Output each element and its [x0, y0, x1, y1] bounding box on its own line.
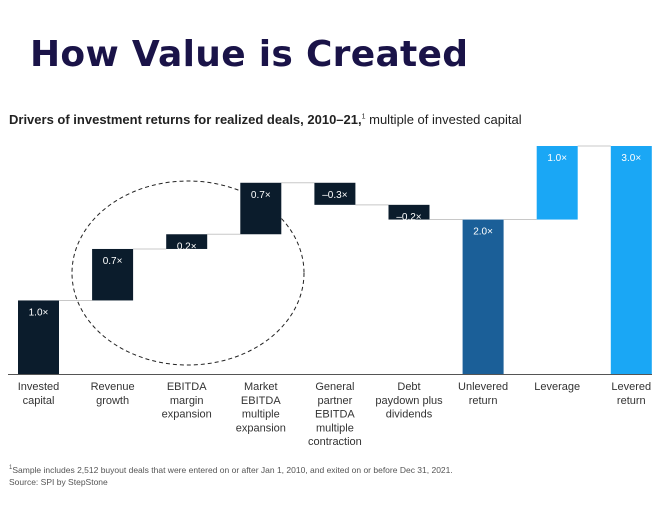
bar-value-label: 1.0×	[29, 307, 49, 318]
category-label: Unlevered return	[458, 381, 508, 407]
bar-value-label: –0.3×	[322, 190, 347, 201]
bar-2	[166, 234, 208, 249]
bar-8	[610, 146, 652, 374]
bar-value-label: –0.2×	[396, 212, 421, 223]
category-label: Revenue growth	[91, 381, 135, 407]
bar-value-label: 2.0×	[473, 227, 493, 238]
category-label: Invested capital	[18, 381, 60, 407]
bar-value-label: 3.0×	[621, 153, 641, 164]
chart-title-bold: Drivers of investment returns for realiz…	[9, 112, 362, 127]
bar-4	[314, 182, 356, 205]
chart-title-footnote-marker: 1	[361, 113, 366, 121]
footnote-line-1: 1Sample includes 2,512 buyout deals that…	[9, 462, 453, 476]
footnote: 1Sample includes 2,512 buyout deals that…	[9, 462, 453, 488]
category-label: Levered return	[611, 381, 651, 407]
bar-7	[536, 146, 578, 220]
category-label: Debt paydown plus dividends	[375, 381, 443, 421]
bar-value-label: 1.0×	[547, 153, 567, 164]
bar-1	[92, 248, 134, 301]
footnote-text: Sample includes 2,512 buyout deals that …	[12, 464, 453, 475]
highlight-circle	[71, 180, 305, 366]
category-label: EBITDA margin expansion	[162, 381, 212, 421]
category-label: Leverage	[534, 381, 580, 393]
category-label: General partner EBITDA multiple contraction	[308, 381, 362, 448]
category-label: Market EBITDA multiple expansion	[236, 381, 286, 434]
bar-value-label: 0.7×	[103, 256, 123, 267]
chart-title: Drivers of investment returns for realiz…	[9, 112, 522, 127]
chart-title-unit: multiple of invested capital	[365, 112, 522, 127]
bar-value-label: 0.2×	[177, 241, 197, 252]
bar-0	[18, 300, 59, 374]
bar-6	[462, 219, 504, 374]
page-title: How Value is Created	[30, 34, 469, 75]
footnote-marker: 1	[9, 465, 13, 471]
bar-3	[240, 182, 282, 235]
bar-5	[388, 204, 430, 220]
bar-value-label: 0.7×	[251, 190, 271, 201]
footnote-source: Source: SPI by StepStone	[9, 476, 108, 487]
